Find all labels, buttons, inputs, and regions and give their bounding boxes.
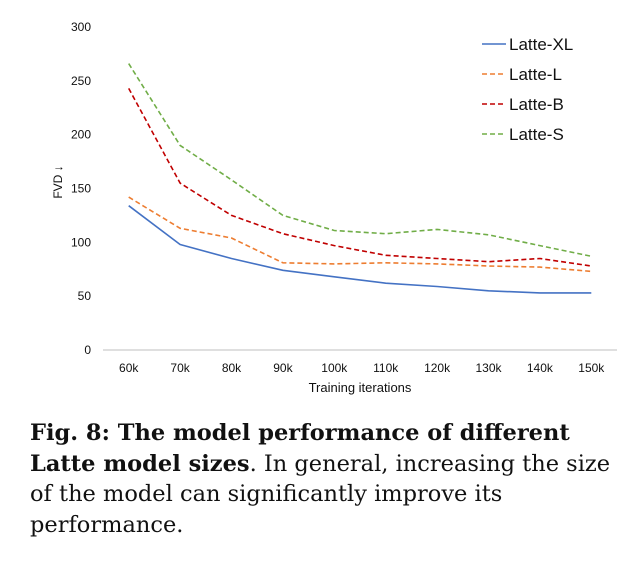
caption-fig-label: Fig. 8 (30, 420, 102, 446)
series-line-latte-xl (128, 205, 592, 294)
figure-caption: Fig. 8: The model performance of differe… (30, 418, 635, 540)
series-line-latte-l (128, 196, 592, 273)
legend-label: Latte-L (509, 65, 562, 84)
x-tick-label: 80k (222, 361, 242, 375)
caption-bold-text: : The model performance of different Lat… (30, 420, 570, 477)
x-tick-label: 70k (170, 361, 190, 375)
x-tick-label: 110k (373, 361, 399, 375)
x-tick-label: 100k (321, 361, 348, 375)
x-axis: 60k 70k 80k 90k 100k 110k 120k 130k 140k 150k (119, 361, 605, 375)
series-line-latte-b (127, 88, 592, 267)
x-axis-label: Training iterations (309, 380, 412, 395)
y-tick-label: 200 (71, 128, 91, 142)
x-tick-label: 140k (527, 361, 554, 375)
legend-label: Latte-B (509, 95, 564, 114)
x-tick-label: 60k (119, 361, 139, 375)
x-tick-label: 120k (424, 361, 451, 375)
x-tick-label: 90k (273, 361, 293, 375)
line-chart: 0 50 100 150 200 250 300 60k 70k 80k 90k 100k 110k 1… (51, 20, 617, 395)
caption-text: . In general, increasing the size of the… (30, 450, 611, 538)
y-tick-label: 250 (71, 74, 91, 88)
y-tick-label: 50 (78, 289, 92, 303)
series-lines (127, 63, 592, 294)
y-tick-label: 300 (71, 20, 91, 34)
x-tick-label: 150k (578, 361, 605, 375)
y-tick-label: 150 (71, 182, 91, 196)
y-axis-label: FVD ↓ (51, 165, 65, 198)
y-tick-label: 0 (84, 343, 91, 357)
series-line-latte-s (128, 63, 592, 258)
y-tick-label: 100 (71, 235, 91, 249)
legend-label: Latte-XL (509, 35, 573, 54)
legend: Latte-XL Latte-L Latte-B Latte-S (482, 35, 573, 144)
x-tick-label: 130k (475, 361, 502, 375)
y-axis: 0 50 100 150 200 250 300 (71, 20, 91, 357)
legend-label: Latte-S (509, 125, 564, 144)
